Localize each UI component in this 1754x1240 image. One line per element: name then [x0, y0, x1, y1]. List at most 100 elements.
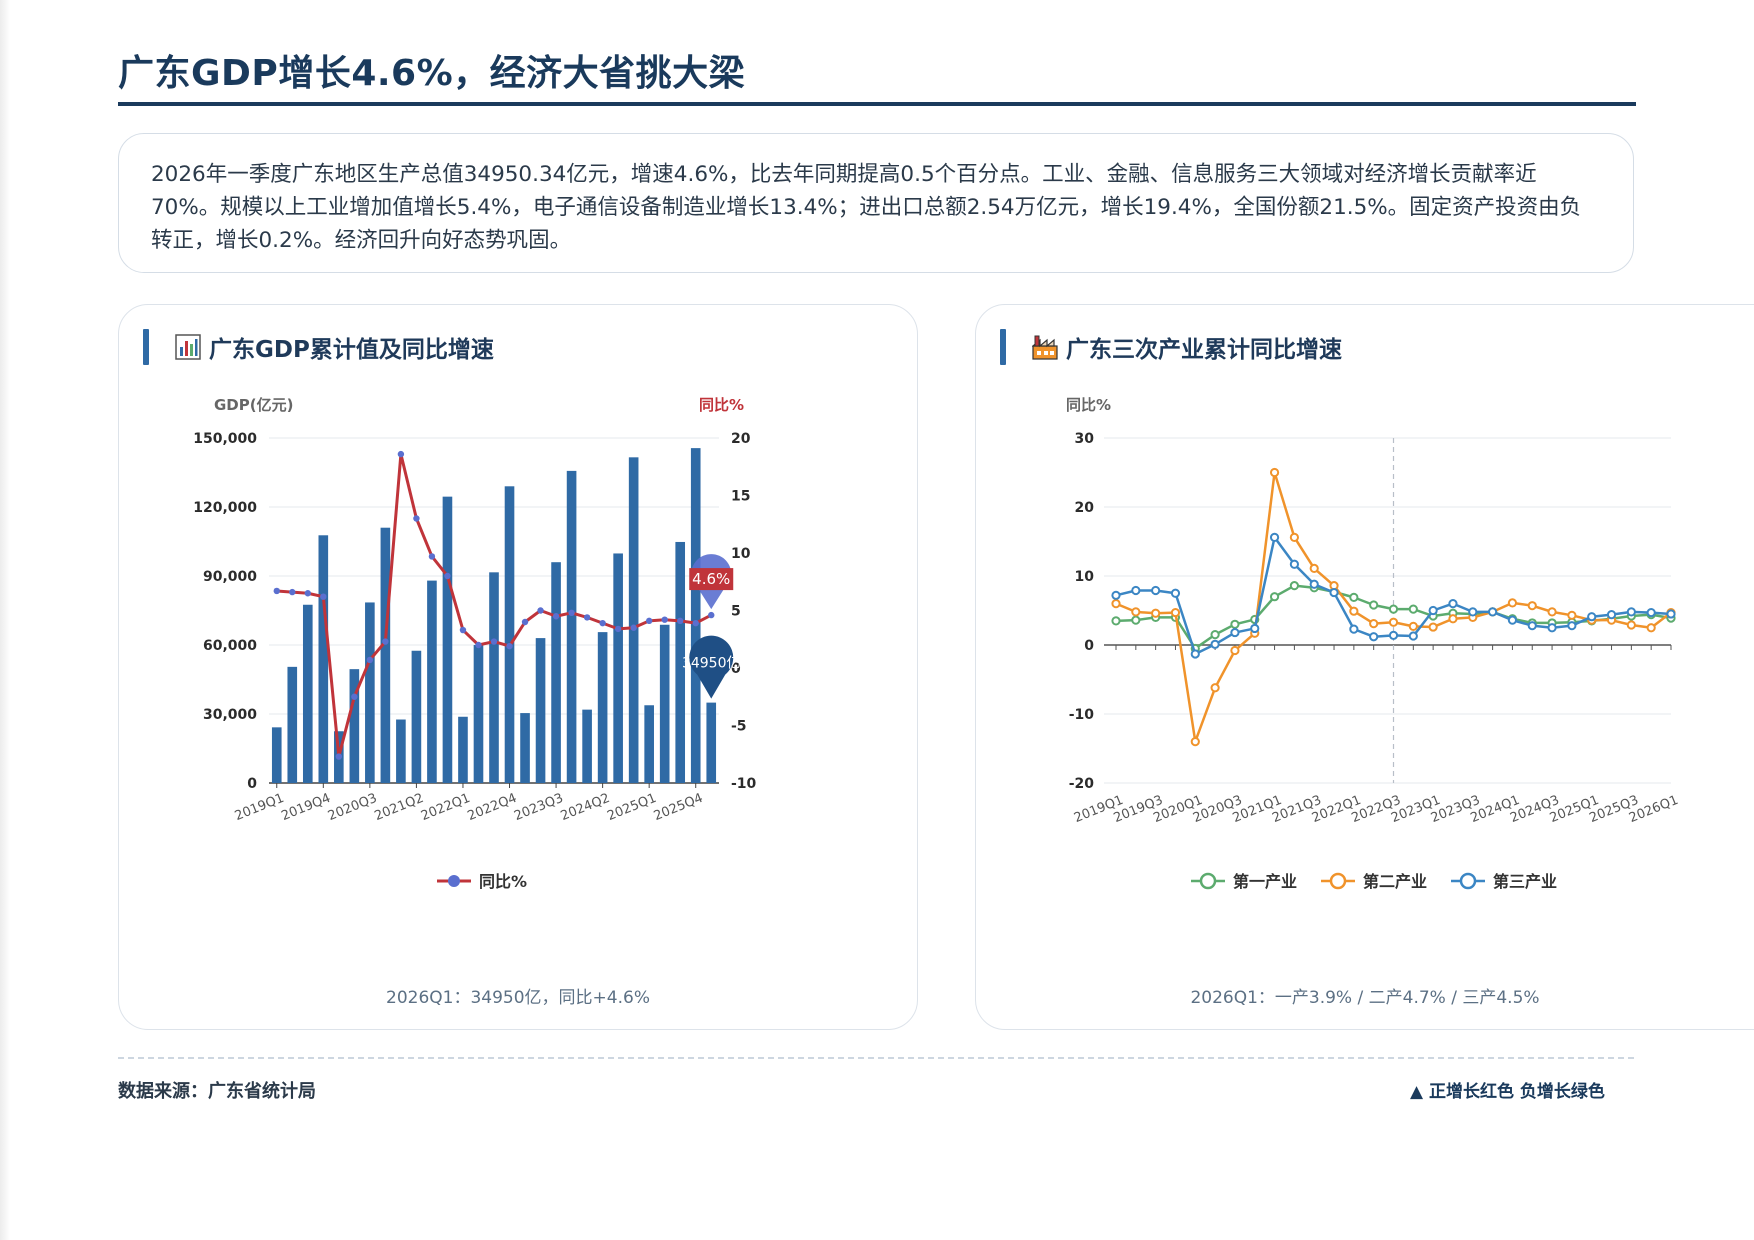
series-point-2 [1626, 620, 1636, 630]
gdp-panel-header: 广东GDP累计值及同比增速 [143, 329, 494, 365]
gdp-bar [551, 562, 561, 783]
yoy-point [273, 587, 280, 595]
x-tick-label: 2022Q1 [419, 791, 472, 824]
y-right-tick: -5 [731, 719, 747, 735]
gdp-bar [535, 638, 546, 783]
x-tick-label: 2024Q2 [559, 791, 612, 824]
yoy-point [366, 656, 374, 664]
gdp-bar [582, 709, 592, 783]
series-point-1 [1369, 600, 1379, 610]
x-tick-label: 2023Q3 [512, 791, 565, 824]
y-left-tick: 30,000 [203, 707, 257, 723]
series-point-3 [1567, 621, 1577, 631]
legend-label: 同比% [479, 872, 527, 891]
series-point-2 [1428, 622, 1438, 632]
series-point-1 [1111, 616, 1121, 626]
gdp-callout-pin [689, 635, 734, 699]
x-tick-label: 2019Q1 [233, 791, 286, 824]
title-underline [118, 102, 1636, 106]
yoy-point [289, 588, 296, 596]
series-point-2 [1190, 737, 1200, 747]
series-point-3 [1408, 631, 1418, 641]
gdp-panel: 广东GDP累计值及同比增速 0 30,000 60,000 90,000 120,000… [118, 304, 918, 1030]
yoy-point [382, 638, 389, 645]
summary-text: 2026年一季度广东地区生产总值34950.34亿元，增速4.6%，比去年同期提… [151, 162, 1582, 253]
yoy-point [630, 624, 637, 631]
gdp-bar [489, 572, 499, 783]
gdp-bar [365, 602, 375, 783]
gdp-bar [675, 541, 686, 783]
series-point-2 [1210, 683, 1220, 693]
legend-label: 第一产业 [1233, 872, 1297, 891]
page-edge-shadow [0, 0, 10, 1240]
y-left-tick: 150,000 [193, 431, 257, 447]
gdp-bar [442, 496, 453, 783]
series-point-3 [1151, 585, 1161, 596]
gdp-bar [380, 527, 391, 783]
series-point-3 [1626, 607, 1636, 617]
y-tick: 0 [1084, 638, 1094, 654]
x-tick-label: 2022Q4 [466, 791, 519, 824]
legend-marker [448, 875, 460, 887]
y-right-tick: 15 [731, 489, 750, 505]
legend-label: 第三产业 [1493, 872, 1557, 891]
gdp-bar [628, 457, 639, 783]
yoy-point [552, 613, 560, 620]
series-point-1 [1230, 619, 1240, 629]
series-point-2 [1349, 606, 1359, 616]
series-point-2 [1388, 617, 1399, 627]
yoy-point [599, 619, 606, 627]
yoy-callout-label: 4.6% [692, 570, 730, 588]
series-point-3 [1289, 559, 1299, 569]
gdp-chart: 0 30,000 60,000 90,000 120,000 150,000 -10 -5 0 5… [193, 396, 756, 891]
yoy-point [320, 593, 327, 600]
legend-label: 第二产业 [1363, 872, 1427, 891]
y-tick: 20 [1075, 500, 1095, 516]
y-axis-label: 同比% [1066, 396, 1111, 414]
y-tick: -20 [1069, 776, 1095, 792]
gdp-bar [659, 624, 670, 783]
gdp-callout-label: 34950亿 [682, 656, 741, 672]
gdp-panel-title: 广东GDP累计值及同比增速 [209, 337, 494, 363]
header-accent-bar [143, 329, 149, 365]
y-left-tick: 0 [247, 776, 257, 792]
page-title: 广东GDP增长4.6%，经济大省挑大梁 [118, 53, 746, 94]
series-point-3 [1309, 579, 1319, 589]
yoy-point [708, 611, 715, 619]
series-point-3 [1468, 607, 1478, 617]
y-tick: -10 [1069, 707, 1095, 723]
series-point-3 [1349, 624, 1359, 634]
series-point-3 [1170, 588, 1181, 598]
series-point-3 [1587, 612, 1597, 622]
series-point-2 [1448, 614, 1458, 624]
series-point-3 [1190, 649, 1200, 659]
factory-icon [1031, 334, 1058, 360]
series-point-3 [1388, 630, 1399, 640]
series-point-3 [1448, 599, 1458, 609]
yoy-point [444, 572, 451, 580]
legend-marker [1459, 872, 1477, 890]
yoy-point [677, 617, 684, 625]
gdp-panel-note: 2026Q1：34950亿，同比+4.6% [386, 988, 650, 1008]
series-point-3 [1230, 627, 1240, 638]
gdp-bar [396, 719, 406, 783]
series-point-2 [1369, 619, 1379, 629]
gdp-bar [644, 705, 654, 783]
industry-panel-header: 广东三次产业累计同比增速 [1000, 329, 1342, 365]
y-right-tick: 5 [731, 604, 741, 620]
series-point-3 [1131, 585, 1141, 596]
yoy-point [304, 590, 311, 597]
y-right-tick: 0 [731, 661, 741, 677]
series-point-2 [1111, 599, 1121, 609]
series-point-2 [1309, 563, 1319, 574]
bar-chart-icon [175, 334, 201, 360]
y-right-tick: 10 [731, 546, 751, 562]
series-point-2 [1646, 623, 1656, 633]
yoy-point [428, 553, 436, 560]
color-legend-note: ▲ 正增长红色 负增长绿色 [1410, 1082, 1605, 1102]
series-point-2 [1547, 607, 1557, 617]
series-point-3 [1666, 609, 1676, 619]
y-tick: 10 [1075, 569, 1095, 585]
y-right-tick: 20 [731, 431, 751, 447]
y-tick: 30 [1075, 431, 1095, 447]
